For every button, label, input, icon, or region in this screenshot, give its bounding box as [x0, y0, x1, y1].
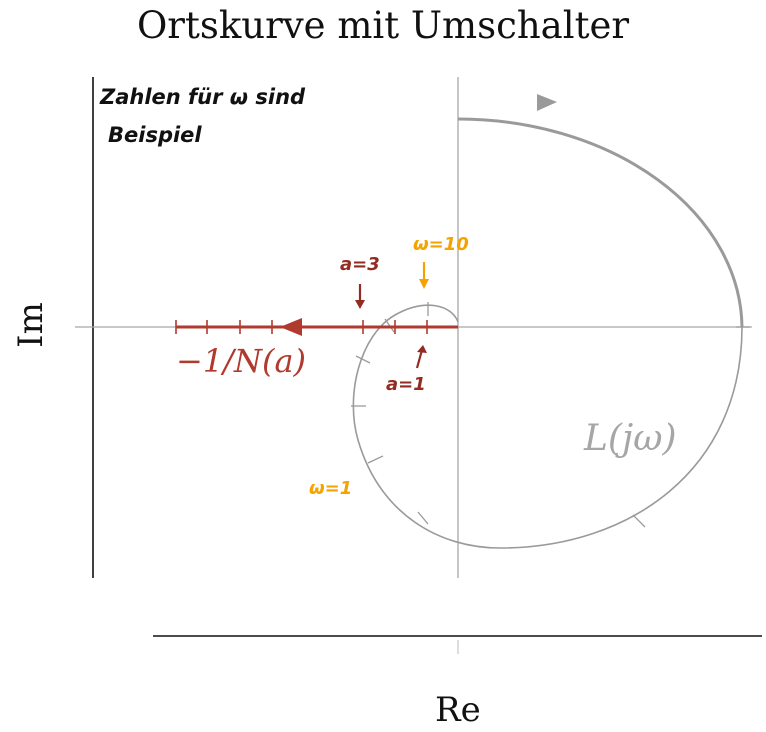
- describing-function-label: −1/N(a): [176, 342, 306, 380]
- describing-function-arrow: [280, 318, 302, 336]
- nyquist-tick: [632, 514, 646, 528]
- nyquist-curve-label: L(jω): [583, 418, 677, 459]
- nyquist-direction-arrow: [537, 94, 557, 111]
- annotation-arrow-a3: [355, 284, 365, 309]
- annotation-a3: a=3: [340, 254, 380, 275]
- nyquist-curve-lower: [352, 304, 743, 549]
- x-axis-label: Re: [435, 690, 481, 730]
- annotation-arrow-w10: [419, 262, 429, 289]
- note-line-2: Beispiel: [108, 123, 202, 147]
- y-axis-label: Im: [10, 302, 51, 348]
- nyquist-curve-upper: [457, 117, 744, 328]
- figure-title: Ortskurve mit Umschalter: [136, 4, 630, 47]
- nyquist-tick: [355, 355, 371, 364]
- describing-function-ticks: [175, 320, 428, 334]
- annotation-w1: ω=1: [309, 478, 352, 499]
- annotation-a1: a=1: [386, 374, 426, 395]
- note-line-1: Zahlen für ω sind: [99, 85, 306, 109]
- annotation-w10: ω=10: [413, 234, 469, 255]
- nyquist-ticks: [351, 302, 750, 528]
- annotation-arrow-a1: [415, 345, 427, 369]
- nyquist-tick: [417, 511, 429, 525]
- nyquist-tick: [367, 455, 384, 464]
